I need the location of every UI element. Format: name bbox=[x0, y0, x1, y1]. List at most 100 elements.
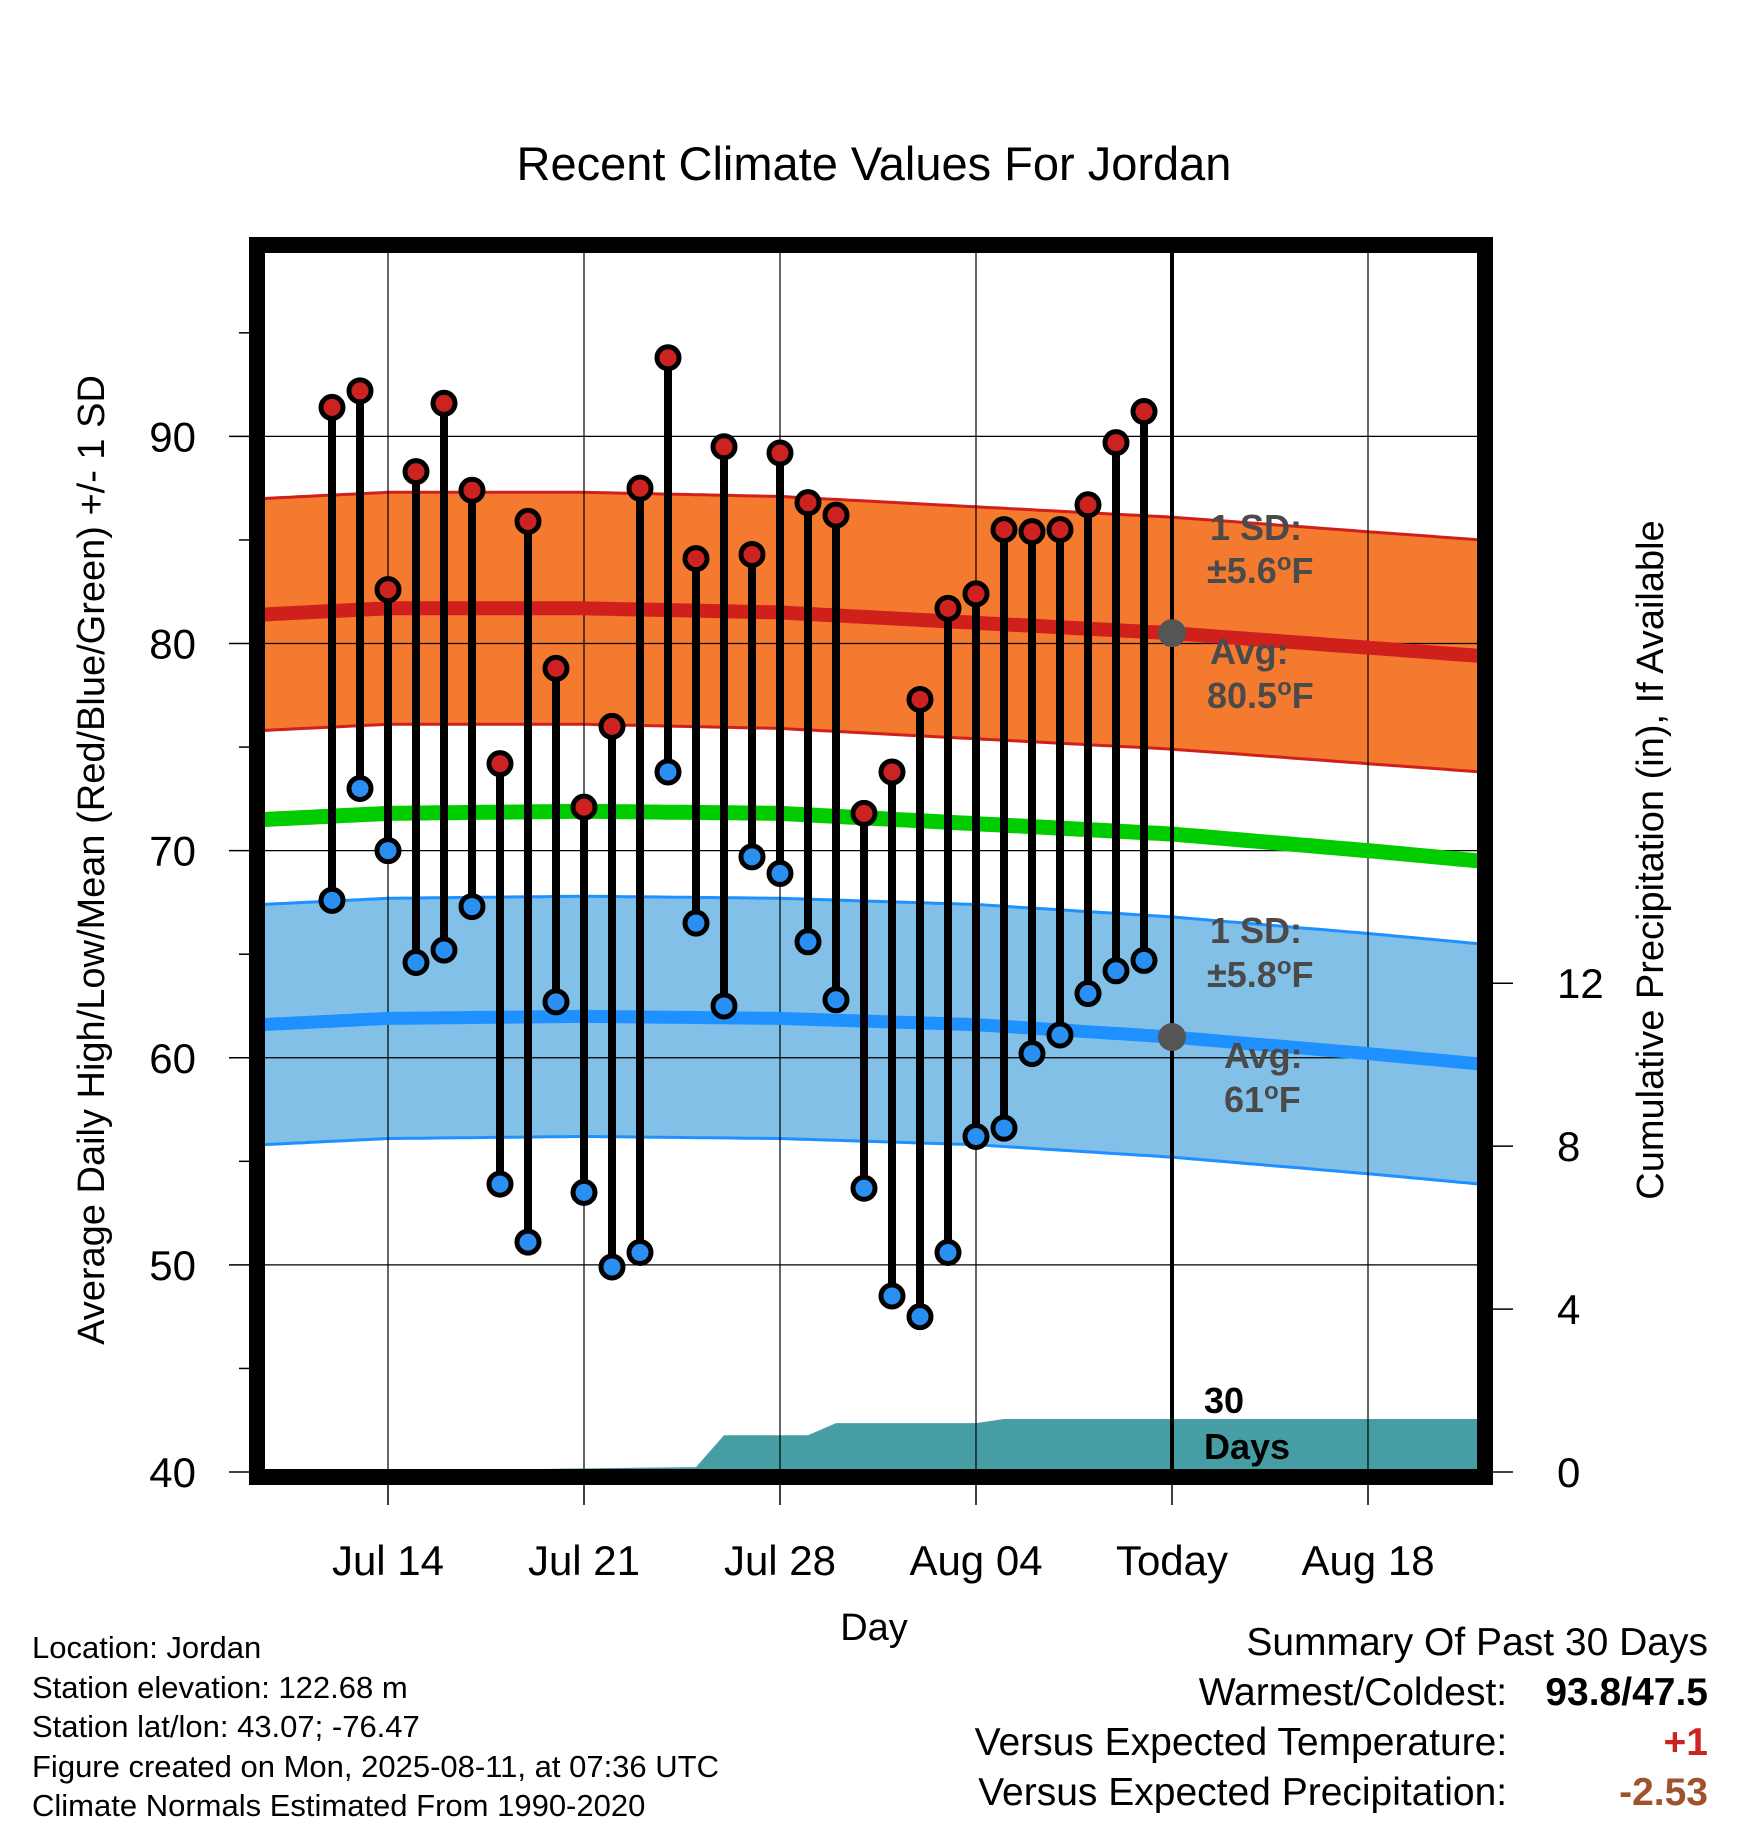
obs-low-Aug 06 bbox=[1018, 1040, 1046, 1068]
y2-tick-label-8: 8 bbox=[1557, 1123, 1580, 1170]
obs-low-Jul 29 bbox=[794, 928, 822, 956]
precip-value: -2.53 bbox=[1619, 1771, 1708, 1814]
obs-low-Aug 09 bbox=[1102, 957, 1130, 985]
high-avg-value: 80.5oF bbox=[1207, 674, 1314, 717]
obs-high-Jul 19 bbox=[514, 507, 542, 535]
y-tick-label-40: 40 bbox=[149, 1449, 196, 1496]
obs-low-Jul 16 bbox=[430, 936, 458, 964]
chart-title: Recent Climate Values For Jordan bbox=[517, 137, 1232, 190]
high-sd-band bbox=[262, 492, 1480, 772]
today-low-avg-dot bbox=[1158, 1023, 1186, 1052]
obs-low-Jul 19 bbox=[514, 1228, 542, 1256]
y2-tick-label-0: 0 bbox=[1557, 1449, 1580, 1496]
obs-low-Jul 28 bbox=[766, 859, 794, 887]
obs-high-Jul 25 bbox=[682, 545, 710, 573]
obs-low-Aug 07 bbox=[1046, 1021, 1074, 1049]
low-avg-label: Avg: bbox=[1224, 1035, 1303, 1076]
normals-period-text: Climate Normals Estimated From 1990-2020 bbox=[32, 1788, 646, 1823]
y-axis-right: 0 4 8 12 bbox=[1493, 960, 1604, 1496]
obs-high-Jul 31 bbox=[850, 799, 878, 827]
x-axis: Jul 14 Jul 21 Jul 28 Aug 04 Today Aug 18 Day bbox=[332, 1485, 1435, 1649]
y-tick-label-70: 70 bbox=[149, 828, 196, 875]
obs-low-Jul 25 bbox=[682, 909, 710, 937]
obs-low-Aug 02 bbox=[906, 1303, 934, 1331]
low-sd-value: ±5.8oF bbox=[1207, 953, 1313, 996]
temp-value: +1 bbox=[1663, 1721, 1708, 1764]
y-axis-left: 40 50 60 70 80 90 bbox=[149, 332, 249, 1496]
low-sd-lower-edge bbox=[262, 1135, 1480, 1186]
x-axis-title: Day bbox=[840, 1607, 908, 1649]
summary-heading: Summary Of Past 30 Days bbox=[1246, 1621, 1708, 1664]
y-tick-label-80: 80 bbox=[149, 621, 196, 668]
obs-low-Aug 04 bbox=[962, 1122, 990, 1150]
today-high-avg-dot bbox=[1158, 619, 1186, 648]
obs-low-Aug 10 bbox=[1130, 946, 1158, 974]
obs-low-Jul 30 bbox=[822, 986, 850, 1014]
x-tick-label-Jul 28: Jul 28 bbox=[724, 1537, 836, 1584]
high-sd-lower-edge bbox=[262, 722, 1480, 774]
obs-high-Jul 24 bbox=[654, 344, 682, 372]
obs-low-Aug 05 bbox=[990, 1114, 1018, 1142]
high-avg-line bbox=[262, 601, 1480, 663]
location-text: Location: Jordan bbox=[32, 1630, 262, 1665]
obs-high-Jul 18 bbox=[486, 750, 514, 778]
precip-area bbox=[262, 1419, 1480, 1472]
low-sd-band bbox=[262, 896, 1480, 1185]
window-days-number: 30 bbox=[1204, 1380, 1244, 1421]
obs-high-Jul 26 bbox=[710, 433, 738, 461]
created-text: Figure created on Mon, 2025-08-11, at 07… bbox=[32, 1748, 719, 1784]
obs-low-Jul 13 bbox=[346, 775, 374, 803]
obs-high-Jul 20 bbox=[542, 654, 570, 682]
warm-cold-label: Warmest/Coldest: bbox=[1198, 1671, 1508, 1714]
obs-high-Jul 13 bbox=[346, 377, 374, 405]
x-tick-label-Today: Today bbox=[1116, 1537, 1228, 1584]
obs-high-Jul 14 bbox=[374, 576, 402, 604]
obs-high-Aug 10 bbox=[1130, 398, 1158, 426]
y2-tick-label-4: 4 bbox=[1557, 1286, 1580, 1333]
obs-high-Jul 28 bbox=[766, 439, 794, 467]
obs-high-Jul 17 bbox=[458, 476, 486, 504]
obs-low-Jul 23 bbox=[626, 1238, 654, 1266]
low-sd-label: 1 SD: bbox=[1210, 910, 1302, 951]
obs-high-Jul 23 bbox=[626, 474, 654, 502]
obs-low-Aug 01 bbox=[878, 1282, 906, 1310]
high-sd-value: ±5.6oF bbox=[1207, 549, 1313, 592]
y-tick-label-50: 50 bbox=[149, 1242, 196, 1289]
obs-high-Aug 09 bbox=[1102, 429, 1130, 457]
obs-high-Jul 21 bbox=[570, 793, 598, 821]
station-info: Location: Jordan Station elevation: 122.… bbox=[32, 1628, 719, 1826]
y2-axis-title: Cumulative Precipitation (in), If Availa… bbox=[1630, 520, 1672, 1199]
obs-high-Jul 27 bbox=[738, 540, 766, 568]
window-days-label: Days bbox=[1204, 1426, 1290, 1467]
summary-warm-cold: Warmest/Coldest: 93.8/47.5 bbox=[975, 1668, 1708, 1718]
obs-high-Aug 04 bbox=[962, 580, 990, 608]
obs-high-Aug 08 bbox=[1074, 491, 1102, 519]
obs-low-Jul 22 bbox=[598, 1253, 626, 1281]
x-tick-label-Jul 21: Jul 21 bbox=[528, 1537, 640, 1584]
obs-low-Jul 12 bbox=[318, 886, 346, 914]
obs-low-Jul 17 bbox=[458, 893, 486, 921]
obs-low-Aug 03 bbox=[934, 1238, 962, 1266]
x-tick-label-Aug 04: Aug 04 bbox=[909, 1537, 1042, 1584]
obs-high-Jul 12 bbox=[318, 393, 346, 421]
obs-high-Aug 06 bbox=[1018, 518, 1046, 546]
observations bbox=[318, 344, 1158, 1331]
obs-low-Jul 24 bbox=[654, 758, 682, 786]
obs-low-Aug 08 bbox=[1074, 980, 1102, 1008]
x-tick-label-Jul 14: Jul 14 bbox=[332, 1537, 444, 1584]
obs-high-Aug 07 bbox=[1046, 516, 1074, 544]
high-avg-label: Avg: bbox=[1210, 631, 1289, 672]
y-axis-title: Average Daily High/Low/Mean (Red/Blue/Gr… bbox=[71, 375, 113, 1345]
summary-precip: Versus Expected Precipitation: -2.53 bbox=[975, 1768, 1708, 1818]
obs-low-Jul 26 bbox=[710, 992, 738, 1020]
warm-cold-value: 93.8/47.5 bbox=[1545, 1671, 1708, 1714]
low-avg-value: 61oF bbox=[1224, 1078, 1301, 1121]
plot-frame bbox=[249, 237, 1493, 1485]
elevation-text: Station elevation: 122.68 m bbox=[32, 1669, 408, 1705]
obs-high-Aug 02 bbox=[906, 685, 934, 713]
summary-temp: Versus Expected Temperature: +1 bbox=[975, 1718, 1708, 1768]
obs-low-Jul 15 bbox=[402, 948, 430, 976]
